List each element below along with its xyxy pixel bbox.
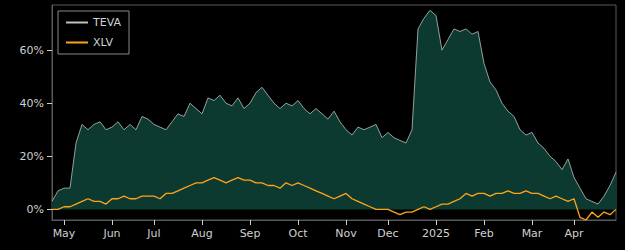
svg-text:May: May [53,227,76,240]
svg-text:20%: 20% [20,150,44,163]
svg-text:Nov: Nov [335,227,357,240]
svg-text:Oct: Oct [288,227,308,240]
svg-text:Sep: Sep [240,227,261,240]
svg-text:60%: 60% [20,44,44,57]
svg-text:Dec: Dec [377,227,398,240]
svg-text:40%: 40% [20,97,44,110]
svg-text:Aug: Aug [191,227,212,240]
svg-text:Apr: Apr [564,227,584,240]
svg-text:Mar: Mar [522,227,543,240]
svg-text:Jun: Jun [102,227,120,240]
svg-text:TEVA: TEVA [92,16,121,29]
svg-text:Feb: Feb [474,227,493,240]
svg-text:Jul: Jul [146,227,160,240]
svg-text:2025: 2025 [422,227,450,240]
svg-text:0%: 0% [27,203,44,216]
svg-text:XLV: XLV [93,36,113,49]
